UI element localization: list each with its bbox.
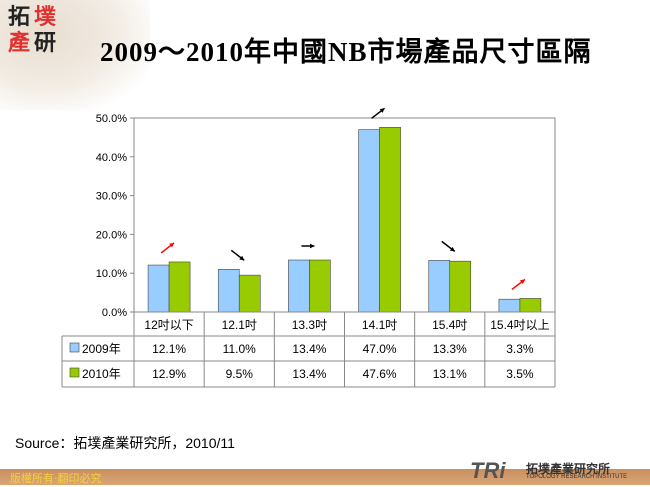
bar-2010年 (379, 127, 401, 313)
page-title: 2009～2010年中國NB市場產品尺寸區隔 (100, 37, 592, 67)
bar-2010年 (168, 261, 191, 313)
legend-label: 2009年 (82, 342, 121, 356)
data-label: 47.0% (363, 342, 397, 356)
bar-chart: 0.0% 10.0% 20.0% 30.0% 40.0% 50.0% 12吋以下 12.1吋 1… (61, 107, 556, 388)
category-label: 12.1吋 (222, 318, 257, 332)
category-label: 15.4吋以上 (490, 318, 549, 332)
legend-swatch (69, 367, 80, 378)
data-label: 11.0% (223, 342, 256, 356)
trend-arrowhead-icon (310, 243, 315, 249)
data-label: 9.5% (226, 367, 254, 381)
bar-2009年 (498, 298, 521, 313)
bar-2010年 (309, 259, 331, 313)
logo: 拓 墣 產 研 (8, 5, 57, 56)
y-tick-label: 40.0% (96, 152, 127, 164)
y-tick-label: 30.0% (96, 191, 127, 203)
legend-swatch (69, 342, 80, 353)
trend-arrowhead-icon (519, 279, 525, 284)
data-label: 13.1% (433, 367, 467, 381)
trend-arrowhead-icon (239, 255, 245, 261)
y-tick-label: 20.0% (96, 229, 127, 241)
data-label: 47.6% (363, 367, 397, 381)
category-label: 12吋以下 (144, 318, 193, 332)
tri-logo: TRi (470, 458, 506, 483)
data-label: 13.3% (433, 342, 467, 356)
trend-arrowhead-icon (169, 242, 175, 248)
data-label: 3.5% (506, 367, 534, 381)
category-label: 14.1吋 (362, 318, 397, 332)
data-label: 3.3% (506, 342, 534, 356)
data-label: 13.4% (292, 342, 326, 356)
trend-arrowhead-icon (449, 246, 455, 252)
bar-2010年 (238, 274, 261, 313)
y-tick-label: 10.0% (96, 268, 127, 280)
source-note: Source：拓墣產業研究所，2010/11 (15, 435, 235, 451)
bar-2010年 (449, 260, 472, 313)
copyright: 版權所有‧翻印必究 (10, 473, 102, 485)
background-map (0, 0, 150, 110)
bar-2010年 (519, 298, 542, 313)
y-tick-label: 0.0% (102, 307, 127, 319)
brand-en: TOPOLOGY RESEARCH INSTITUTE (526, 474, 628, 480)
category-label: 15.4吋 (432, 318, 467, 332)
data-label: 13.4% (292, 367, 326, 381)
bar-2009年 (288, 259, 310, 313)
bar-2009年 (428, 260, 451, 313)
data-label: 12.9% (152, 367, 186, 381)
trend-arrowhead-icon (379, 108, 385, 113)
y-tick-label: 50.0% (96, 113, 127, 125)
legend-label: 2010年 (82, 367, 121, 381)
brand-cn: 拓墣產業研究所 (526, 462, 611, 476)
plot-area (133, 117, 556, 313)
bar-2009年 (358, 129, 380, 313)
footer-bar: 版權所有‧翻印必究 (0, 469, 650, 485)
bar-2009年 (217, 269, 240, 313)
data-label: 12.1% (152, 342, 186, 356)
category-label: 13.3吋 (292, 318, 327, 332)
bar-2009年 (147, 264, 170, 313)
